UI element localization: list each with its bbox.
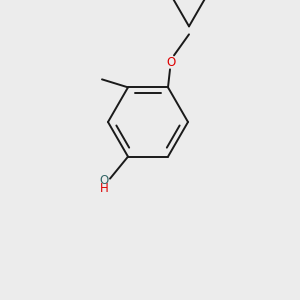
Text: O: O [99,174,109,187]
Text: O: O [167,56,176,69]
Text: H: H [100,182,108,195]
